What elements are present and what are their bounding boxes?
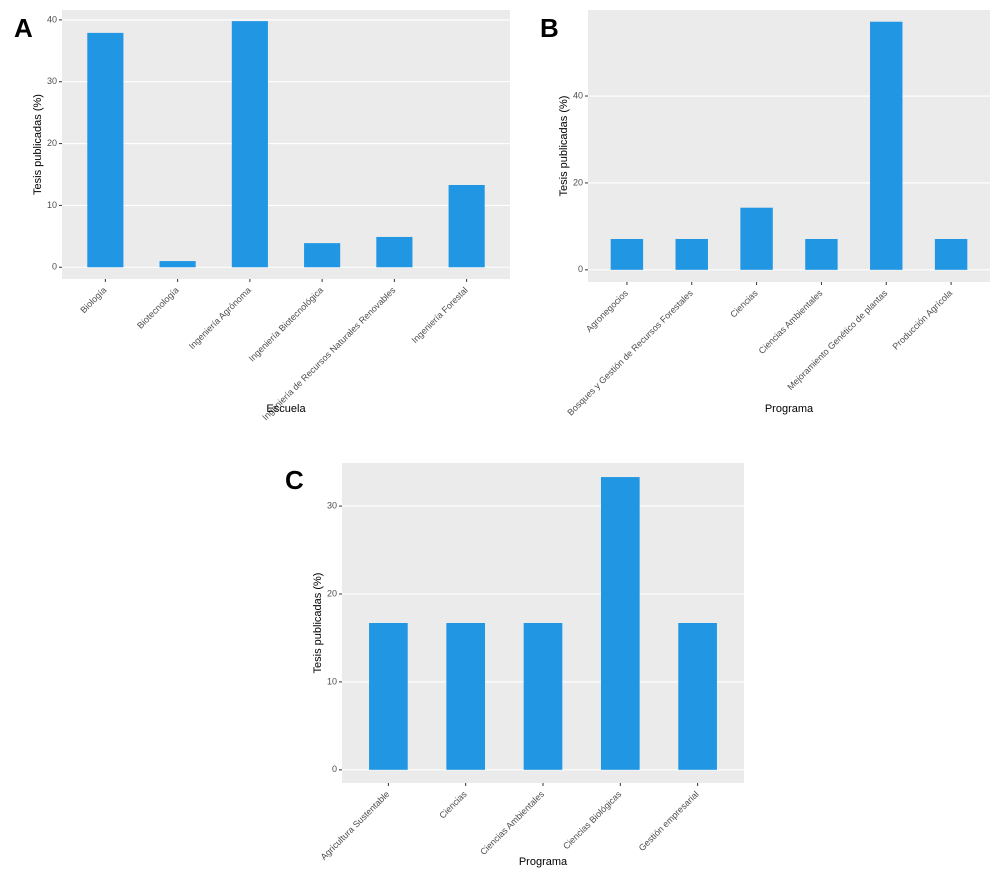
y-tick-label: 20 [327, 588, 337, 598]
x-tick-label: Agronegocios [584, 288, 630, 334]
x-axis-title: Escuela [266, 403, 306, 415]
x-tick-label: Gestión empresarial [637, 789, 701, 853]
bar [448, 185, 485, 268]
y-tick-label: 20 [47, 138, 57, 148]
x-tick-label: Ciencias Ambientales [478, 789, 546, 857]
y-tick-label: 0 [332, 764, 337, 774]
bar [805, 238, 838, 270]
x-tick-label: Ciencias Ambientales [757, 288, 825, 356]
bar [231, 21, 268, 268]
x-tick-label: Ingeniería Biotecnológica [247, 285, 326, 364]
y-tick-label: 40 [47, 14, 57, 24]
x-tick-label: Ingeniería de Recursos Naturales Renovab… [260, 285, 398, 423]
y-tick-label: 20 [573, 177, 583, 187]
y-axis-title: Tesis publicadas (%) [32, 94, 44, 195]
panel-label: A [14, 13, 33, 43]
bar [87, 32, 124, 268]
y-axis-title: Tesis publicadas (%) [558, 96, 570, 197]
y-tick-label: 0 [52, 262, 57, 272]
bar [610, 238, 644, 270]
panel-label: C [285, 465, 304, 495]
y-tick-label: 0 [578, 264, 583, 274]
x-tick-label: Bosques y Gestión de Recursos Forestales [565, 288, 695, 418]
x-axis-title: Programa [519, 856, 568, 868]
x-tick-label: Producción Agrícola [891, 288, 955, 352]
y-tick-label: 10 [327, 676, 337, 686]
bar [523, 623, 563, 770]
bar [934, 238, 968, 270]
plot-panel [588, 10, 990, 282]
x-axis-title: Programa [765, 403, 814, 415]
x-tick-label: Ciencias [437, 789, 469, 821]
panel-label: B [540, 13, 559, 43]
x-tick-label: Ciencias [728, 288, 760, 320]
bar [159, 261, 196, 268]
y-tick-label: 30 [47, 76, 57, 86]
bar [675, 238, 708, 270]
x-tick-label: Biotecnología [135, 285, 181, 331]
x-tick-label: Ciencias Biológicas [561, 789, 624, 852]
x-tick-label: Ingeniería Forestal [410, 285, 470, 345]
plot-panel [62, 10, 510, 279]
bar [369, 623, 408, 770]
bar [740, 207, 773, 270]
bar [870, 21, 903, 270]
x-tick-label: Biología [78, 285, 108, 315]
bar [304, 243, 341, 268]
x-tick-label: Agricultura Sustentable [319, 789, 392, 862]
x-tick-label: Ingeniería Agrónoma [187, 285, 253, 351]
bar [678, 623, 717, 770]
bar [376, 236, 413, 268]
bar [600, 477, 640, 770]
y-tick-label: 10 [47, 200, 57, 210]
y-axis-title: Tesis publicadas (%) [312, 573, 324, 674]
bar [446, 623, 486, 770]
y-tick-label: 30 [327, 500, 337, 510]
y-tick-label: 40 [573, 90, 583, 100]
